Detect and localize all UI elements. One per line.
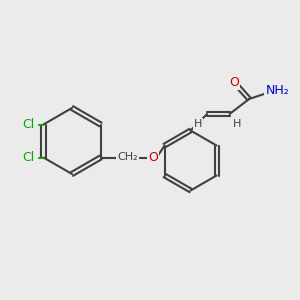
Text: Cl: Cl — [22, 151, 34, 164]
Text: O: O — [148, 151, 158, 164]
Text: NH₂: NH₂ — [266, 83, 290, 97]
Text: H: H — [233, 119, 241, 130]
Text: CH₂: CH₂ — [117, 152, 138, 163]
Text: H: H — [194, 119, 202, 130]
Text: Cl: Cl — [22, 118, 34, 131]
Text: O: O — [229, 76, 239, 89]
